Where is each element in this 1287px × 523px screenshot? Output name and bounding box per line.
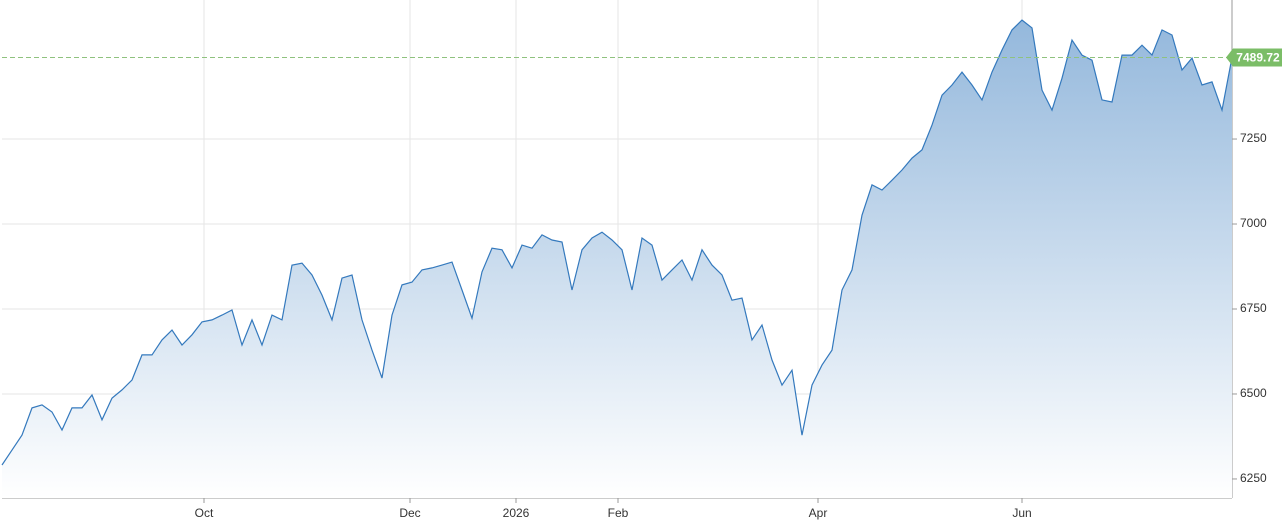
line <box>1 19 1233 466</box>
x-tick-label: Dec <box>399 506 420 520</box>
y-tick-label: 6750 <box>1240 301 1267 315</box>
x-tick-label: Feb <box>608 506 629 520</box>
x-tick-label: Oct <box>195 506 214 520</box>
area <box>2 20 1232 498</box>
x-tick-label: Apr <box>809 506 828 520</box>
current-price-tag <box>1226 48 1282 67</box>
y-tick-label: 6250 <box>1240 471 1267 485</box>
current-price-label: 7489.72 <box>1236 51 1280 65</box>
y-tick-label: 6500 <box>1240 386 1267 400</box>
x-tick-label: 2026 <box>503 506 530 520</box>
y-tick-label: 7250 <box>1240 131 1267 145</box>
y-tick-label: 7000 <box>1240 216 1267 230</box>
x-tick-label: Jun <box>1012 506 1031 520</box>
